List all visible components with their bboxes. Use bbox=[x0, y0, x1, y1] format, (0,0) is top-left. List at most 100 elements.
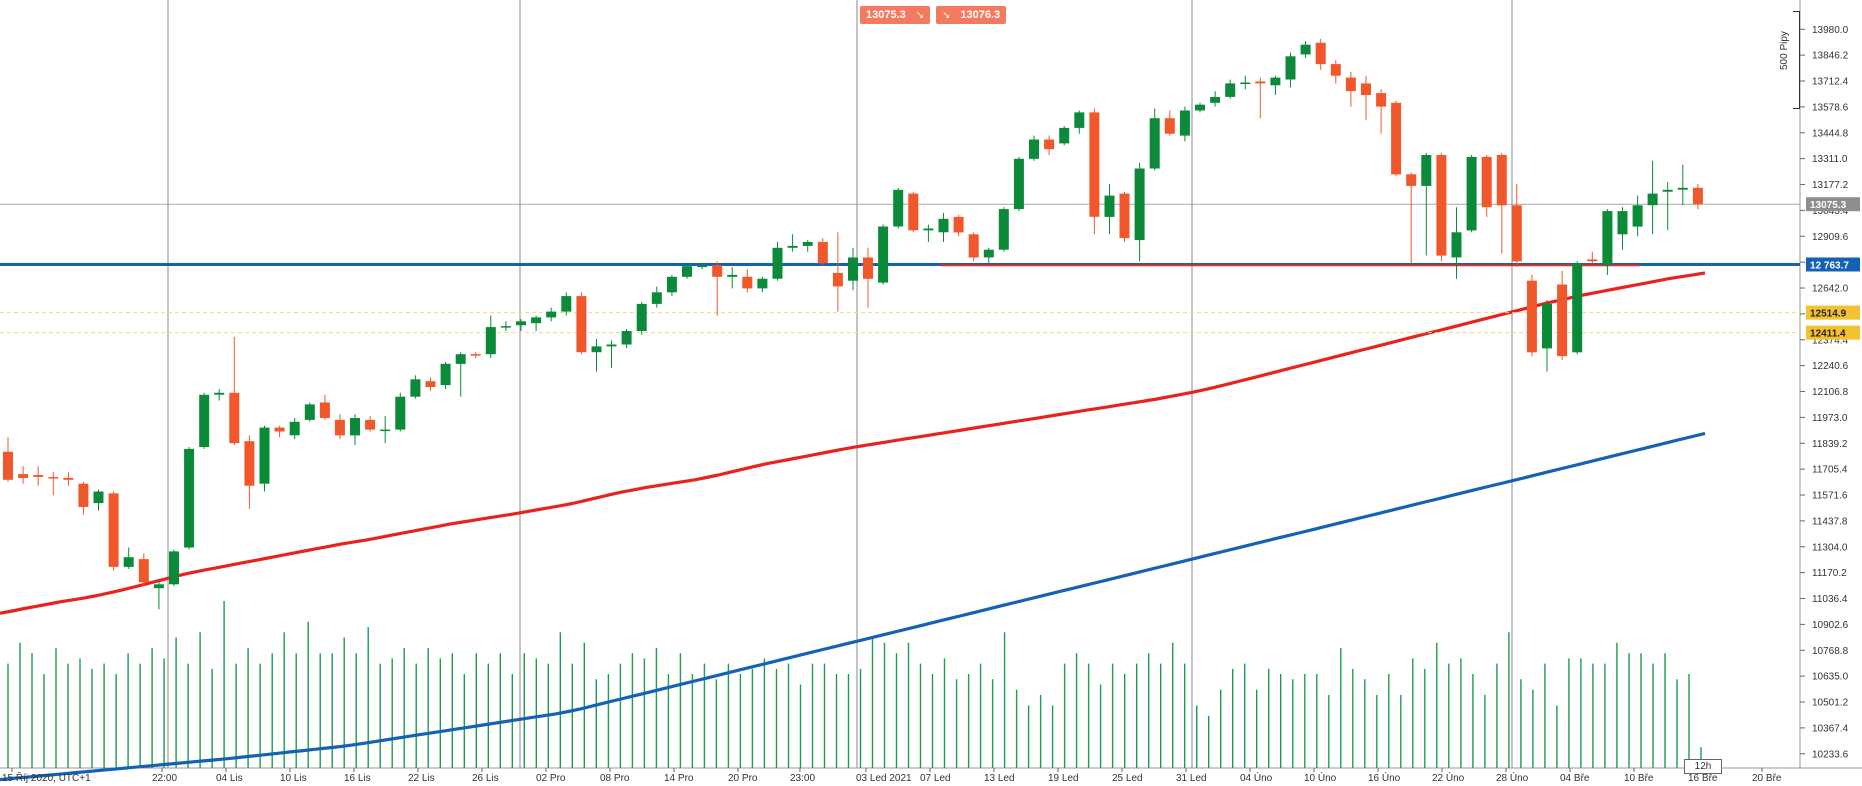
timeframe-badge[interactable]: 12h bbox=[1684, 759, 1722, 774]
candle-body bbox=[1361, 83, 1371, 95]
time-tick-label: 16 Lis bbox=[344, 773, 371, 784]
candle-body bbox=[712, 265, 723, 277]
price-tick-label: 11705.4 bbox=[1812, 465, 1848, 476]
candle-body bbox=[606, 344, 617, 347]
candlesticks bbox=[3, 38, 1703, 610]
time-tick-label: 26 Lis bbox=[472, 773, 499, 784]
ma-slow-line bbox=[0, 431, 1706, 782]
moving-averages bbox=[0, 271, 1706, 782]
candle-body bbox=[1677, 187, 1688, 190]
candle-body bbox=[787, 245, 798, 248]
price-tick-label: 11973.0 bbox=[1812, 413, 1848, 424]
sell-quote-badge[interactable]: 13075.3 ↘ bbox=[860, 6, 931, 24]
candle-body bbox=[410, 379, 421, 397]
candle-body bbox=[3, 451, 13, 480]
price-tick-label: 10367.4 bbox=[1812, 723, 1849, 734]
candle-body bbox=[998, 209, 1009, 250]
candle-body bbox=[1662, 189, 1673, 192]
candle-body bbox=[1542, 303, 1552, 349]
candle-body bbox=[289, 421, 300, 436]
candle-body bbox=[1692, 187, 1703, 205]
candle-body bbox=[591, 346, 602, 353]
candle-body bbox=[908, 193, 919, 231]
price-tick-label: 11571.6 bbox=[1812, 491, 1848, 502]
candle-body bbox=[1104, 195, 1115, 217]
arrow-down-right-icon: ↘ bbox=[915, 10, 925, 21]
candle-body bbox=[1134, 168, 1145, 241]
candle-body bbox=[440, 363, 451, 386]
candle-body bbox=[1466, 156, 1477, 231]
candle-body bbox=[455, 354, 466, 364]
candle-body bbox=[319, 402, 330, 418]
candle-body bbox=[576, 296, 587, 353]
candle-body bbox=[1195, 104, 1205, 111]
time-tick-label: 19 Led bbox=[1048, 773, 1079, 784]
sell-price: 13075.3 bbox=[866, 9, 906, 21]
price-tick-label: 10902.6 bbox=[1812, 620, 1849, 631]
candle-body bbox=[636, 303, 647, 331]
candle-body bbox=[863, 257, 873, 279]
candle-body bbox=[1255, 81, 1266, 84]
candle-body bbox=[184, 448, 195, 548]
price-tick-label: 13846.2 bbox=[1812, 51, 1849, 62]
price-axis[interactable]: 13980.0 13846.2 13712.4 13578.6 13444.8 13311… bbox=[1800, 25, 1860, 760]
price-tick-label: 11304.0 bbox=[1812, 542, 1848, 553]
candle-body bbox=[244, 441, 255, 486]
price-tick-label: 12106.8 bbox=[1812, 387, 1849, 398]
candle-body bbox=[1059, 127, 1070, 144]
time-tick-label: 20 Pro bbox=[728, 773, 758, 784]
price-tick-label: 11170.2 bbox=[1812, 568, 1847, 579]
candle-body bbox=[274, 427, 285, 432]
time-tick-label: 22:00 bbox=[152, 773, 177, 784]
time-tick-label: 31 Led bbox=[1176, 773, 1207, 784]
candle-body bbox=[1587, 259, 1598, 262]
price-tick-label: 12909.6 bbox=[1812, 232, 1849, 243]
buy-quote-badge[interactable]: ↘ 13076.3 bbox=[936, 6, 1007, 24]
time-tick-label: 04 Bře bbox=[1560, 773, 1590, 784]
horizontal-level-marker: 12 763.7 bbox=[1810, 260, 1849, 271]
time-tick-label: 28 Úno bbox=[1496, 771, 1529, 784]
candle-body bbox=[199, 394, 210, 447]
candle-body bbox=[470, 354, 481, 356]
time-tick-label: 20 Bře bbox=[1752, 773, 1782, 784]
candle-body bbox=[848, 257, 858, 281]
time-tick-label: 22 Úno bbox=[1432, 771, 1465, 784]
candle-body bbox=[1617, 211, 1628, 235]
candle-body bbox=[666, 276, 677, 293]
candle-body bbox=[1451, 232, 1462, 258]
level-a-marker-bg bbox=[1806, 305, 1860, 320]
time-tick-label: 04 Lis bbox=[216, 773, 243, 784]
candle-body bbox=[214, 392, 225, 395]
candle-body bbox=[772, 247, 783, 279]
price-tick-label: 13444.8 bbox=[1812, 128, 1849, 139]
candle-body bbox=[697, 265, 708, 268]
candle-body bbox=[1421, 155, 1432, 186]
time-tick-label: 22 Lis bbox=[408, 773, 435, 784]
candle-body bbox=[1330, 64, 1341, 76]
candle-body bbox=[1270, 77, 1281, 86]
candle-body bbox=[1315, 42, 1326, 65]
candle-body bbox=[1044, 139, 1055, 150]
candle-body bbox=[938, 218, 949, 233]
candle-body bbox=[742, 276, 753, 289]
time-tick-label: 15 Říj 2020, UTC+1 bbox=[2, 771, 91, 784]
candle-body bbox=[757, 278, 768, 289]
candle-body bbox=[500, 326, 511, 328]
candle-body bbox=[802, 242, 813, 246]
candle-body bbox=[1526, 280, 1537, 353]
candle-body bbox=[1240, 82, 1251, 84]
candle-body bbox=[1511, 205, 1522, 262]
candle-body bbox=[1345, 77, 1356, 92]
candle-body bbox=[169, 551, 179, 585]
time-tick-label: 16 Bře bbox=[1688, 773, 1718, 784]
price-tick-label: 12642.0 bbox=[1812, 284, 1849, 295]
candle-body bbox=[817, 242, 828, 264]
candle-body bbox=[727, 274, 738, 277]
time-tick-label: 13 Led bbox=[984, 773, 1015, 784]
candle-body bbox=[78, 483, 89, 507]
candle-body bbox=[893, 189, 904, 227]
candle-body bbox=[485, 327, 496, 355]
time-axis[interactable]: 15 Říj 2020, UTC+1 22:00 04 Lis 10 Lis 16 Li… bbox=[2, 768, 1782, 784]
time-tick-label: 04 Úno bbox=[1240, 771, 1273, 784]
